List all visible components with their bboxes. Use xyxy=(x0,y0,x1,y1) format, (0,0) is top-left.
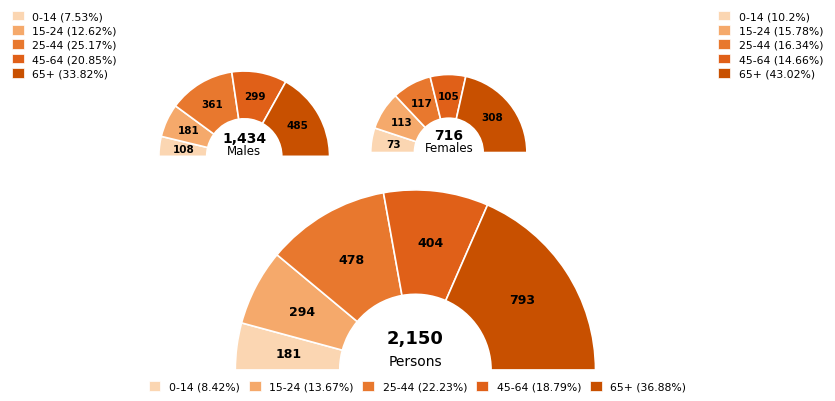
Text: 294: 294 xyxy=(289,305,315,318)
Wedge shape xyxy=(277,193,402,322)
Wedge shape xyxy=(430,75,466,120)
Wedge shape xyxy=(161,107,214,148)
Text: Males: Males xyxy=(227,144,261,158)
Wedge shape xyxy=(235,323,342,370)
Text: 1,434: 1,434 xyxy=(222,131,266,145)
Wedge shape xyxy=(159,137,208,157)
Text: 108: 108 xyxy=(172,145,194,155)
Wedge shape xyxy=(175,73,239,135)
Legend: 0-14 (10.2%), 15-24 (15.78%), 25-44 (16.34%), 45-64 (14.66%), 65+ (43.02%): 0-14 (10.2%), 15-24 (15.78%), 25-44 (16.… xyxy=(716,9,826,81)
Text: 308: 308 xyxy=(482,113,504,123)
Text: 716: 716 xyxy=(434,129,463,143)
Text: 478: 478 xyxy=(338,253,364,266)
Text: 181: 181 xyxy=(178,126,200,136)
Wedge shape xyxy=(383,190,488,301)
Wedge shape xyxy=(375,96,425,142)
Text: 485: 485 xyxy=(286,121,308,131)
Text: 299: 299 xyxy=(245,92,266,102)
Wedge shape xyxy=(446,205,595,370)
Text: 404: 404 xyxy=(418,237,443,250)
Text: 117: 117 xyxy=(411,99,433,109)
Text: 361: 361 xyxy=(202,99,224,109)
Text: 113: 113 xyxy=(391,118,412,128)
Wedge shape xyxy=(371,129,416,153)
Wedge shape xyxy=(241,255,357,350)
Text: 73: 73 xyxy=(386,139,401,149)
Wedge shape xyxy=(395,77,441,128)
Legend: 0-14 (8.42%), 15-24 (13.67%), 25-44 (22.23%), 45-64 (18.79%), 65+ (36.88%): 0-14 (8.42%), 15-24 (13.67%), 25-44 (22.… xyxy=(146,379,689,394)
Text: 2,150: 2,150 xyxy=(387,329,444,347)
Wedge shape xyxy=(456,77,527,153)
Wedge shape xyxy=(262,83,330,157)
Text: Females: Females xyxy=(424,141,473,154)
Text: Persons: Persons xyxy=(388,354,443,368)
Legend: 0-14 (7.53%), 15-24 (12.62%), 25-44 (25.17%), 45-64 (20.85%), 65+ (33.82%): 0-14 (7.53%), 15-24 (12.62%), 25-44 (25.… xyxy=(9,9,119,81)
Text: 181: 181 xyxy=(276,347,301,360)
Text: 105: 105 xyxy=(438,92,459,102)
Text: 793: 793 xyxy=(509,294,535,307)
Wedge shape xyxy=(232,72,286,124)
